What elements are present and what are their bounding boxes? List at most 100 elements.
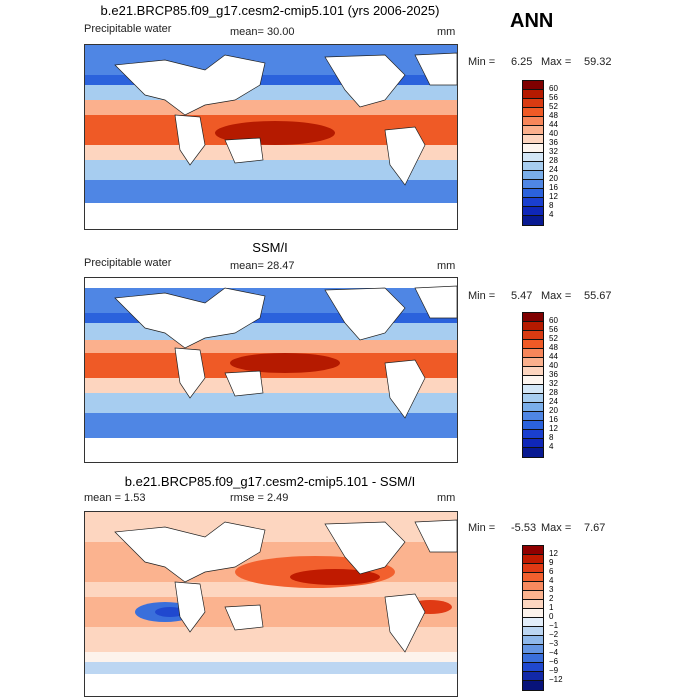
panel-3-colorbar [522,545,544,691]
panel-2-min-label: Min = [468,290,496,302]
colorbar-swatch [523,672,543,681]
panel-1-max-label: Max = [541,56,572,68]
colorbar-swatch [523,216,543,225]
colorbar-tick-label: 1 [549,603,554,612]
panel-1-mean-label: mean= 30.00 [230,26,295,38]
colorbar-swatch [523,681,543,690]
panel-1-colorbar [522,80,544,226]
panel-2-max-label: Max = [541,290,572,302]
colorbar-tick-label: 48 [549,343,558,352]
colorbar-swatch [523,126,543,135]
colorbar-tick-label: −4 [549,648,559,657]
colorbar-tick-label: 36 [549,370,558,379]
panel-3-title: b.e21.BRCP85.f09_g17.cesm2-cmip5.101 - S… [124,474,416,489]
colorbar-tick-label: 12 [549,192,558,201]
colorbar-tick-label: 3 [549,585,554,594]
panel-3-min-label: Min = [468,522,496,534]
colorbar-swatch [523,349,543,358]
colorbar-swatch [523,189,543,198]
colorbar-swatch [523,171,543,180]
colorbar-swatch [523,367,543,376]
panel-1-title: b.e21.BRCP85.f09_g17.cesm2-cmip5.101 (yr… [100,3,440,18]
panel-2-variable-label: Precipitable water [84,257,172,269]
colorbar-swatch [523,636,543,645]
colorbar-swatch [523,555,543,564]
colorbar-tick-label: 4 [549,210,554,219]
colorbar-tick-label: 52 [549,102,558,111]
season-label: ANN [510,10,554,32]
panel-1-map-graphic [85,45,457,229]
panel-1-units: mm [437,26,456,38]
colorbar-tick-label: 12 [549,424,558,433]
colorbar-swatch [523,117,543,126]
colorbar-tick-label: −6 [549,657,559,666]
colorbar-swatch [523,99,543,108]
panel-3-rmse-label: rmse = 2.49 [230,492,289,504]
colorbar-tick-label: 60 [549,84,558,93]
colorbar-tick-label: −9 [549,666,559,675]
colorbar-tick-label: −1 [549,621,559,630]
colorbar-swatch [523,198,543,207]
colorbar-tick-label: 4 [549,576,554,585]
colorbar-swatch [523,162,543,171]
colorbar-tick-label: 44 [549,120,558,129]
colorbar-tick-label: 56 [549,93,558,102]
panel-3-map-graphic [85,512,457,696]
colorbar-tick-label: 24 [549,165,558,174]
colorbar-tick-label: 16 [549,183,558,192]
colorbar-swatch [523,376,543,385]
colorbar-swatch [523,313,543,322]
panel-1-max-value: 59.32 [584,56,612,68]
colorbar-tick-label: 32 [549,379,558,388]
colorbar-swatch [523,609,543,618]
colorbar-tick-label: −12 [549,675,563,684]
colorbar-tick-label: 20 [549,406,558,415]
panel-2-map [84,277,458,463]
colorbar-swatch [523,81,543,90]
colorbar-tick-label: −2 [549,630,559,639]
panel-3-min-value: -5.53 [511,522,537,534]
colorbar-tick-label: 6 [549,567,554,576]
colorbar-swatch [523,439,543,448]
colorbar-tick-label: 32 [549,147,558,156]
panel-3-max-label: Max = [541,522,572,534]
colorbar-tick-label: 56 [549,325,558,334]
colorbar-tick-label: 9 [549,558,554,567]
colorbar-swatch [523,412,543,421]
colorbar-swatch [523,430,543,439]
colorbar-swatch [523,90,543,99]
colorbar-swatch [523,340,543,349]
colorbar-swatch [523,448,543,457]
colorbar-tick-label: 52 [549,334,558,343]
colorbar-tick-label: −3 [549,639,559,648]
colorbar-tick-label: 44 [549,352,558,361]
colorbar-swatch [523,663,543,672]
colorbar-tick-label: 4 [549,442,554,451]
colorbar-swatch [523,135,543,144]
colorbar-tick-label: 28 [549,388,558,397]
panel-3-mean-label: mean = 1.53 [84,492,146,504]
colorbar-swatch [523,546,543,555]
colorbar-tick-label: 40 [549,129,558,138]
colorbar-tick-label: 16 [549,415,558,424]
colorbar-swatch [523,600,543,609]
colorbar-swatch [523,153,543,162]
colorbar-swatch [523,385,543,394]
colorbar-tick-label: 24 [549,397,558,406]
panel-2-max-value: 55.67 [584,290,612,302]
colorbar-swatch [523,331,543,340]
colorbar-swatch [523,591,543,600]
panel-2-title: SSM/I [252,240,288,255]
colorbar-tick-label: 2 [549,594,554,603]
colorbar-swatch [523,582,543,591]
panel-2-units: mm [437,260,456,272]
colorbar-tick-label: 60 [549,316,558,325]
colorbar-swatch [523,403,543,412]
panel-1-map [84,44,458,230]
panel-1-min-label: Min = [468,56,496,68]
colorbar-tick-label: 0 [549,612,554,621]
panel-3-max-value: 7.67 [584,522,606,534]
colorbar-tick-label: 28 [549,156,558,165]
colorbar-swatch [523,394,543,403]
panel-3-map [84,511,458,697]
